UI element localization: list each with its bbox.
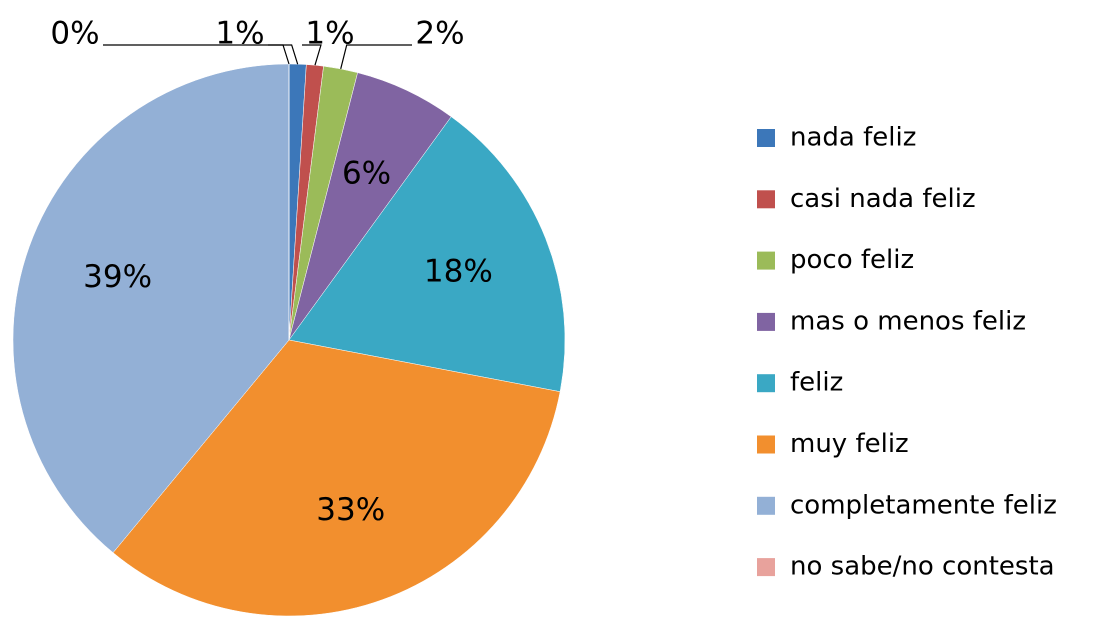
legend-label: feliz [790,368,843,398]
legend-swatch [757,435,775,454]
legend-swatch [757,374,775,393]
data-label: 1% [215,16,264,52]
legend-label: completamente feliz [790,490,1057,520]
legend-swatch [757,251,775,270]
data-label: 2% [415,16,464,52]
leader-line [103,44,290,65]
data-label: 33% [316,492,385,528]
leader-line [340,44,412,70]
data-label: 18% [424,253,493,289]
legend-label: no sabe/no contesta [790,552,1055,582]
legend-swatch [757,312,775,331]
legend-swatch [757,129,775,147]
legend-label: mas o menos feliz [790,306,1026,336]
data-label: 0% [50,16,99,52]
leader-line [302,44,322,66]
data-label: 6% [342,156,391,192]
pie-slice [112,339,561,617]
legend-label: casi nada feliz [790,184,976,214]
legend-label: poco feliz [790,245,914,275]
data-label: 39% [83,259,152,295]
legend-label: nada feliz [790,123,916,153]
legend-swatch [757,496,775,515]
data-label: 1% [305,16,354,52]
leader-line [268,44,299,65]
pie-slice [288,116,566,393]
legend-label: muy feliz [790,429,909,459]
legend-swatch [757,558,775,577]
legend-swatch [757,190,775,209]
pie-slice [12,63,290,554]
